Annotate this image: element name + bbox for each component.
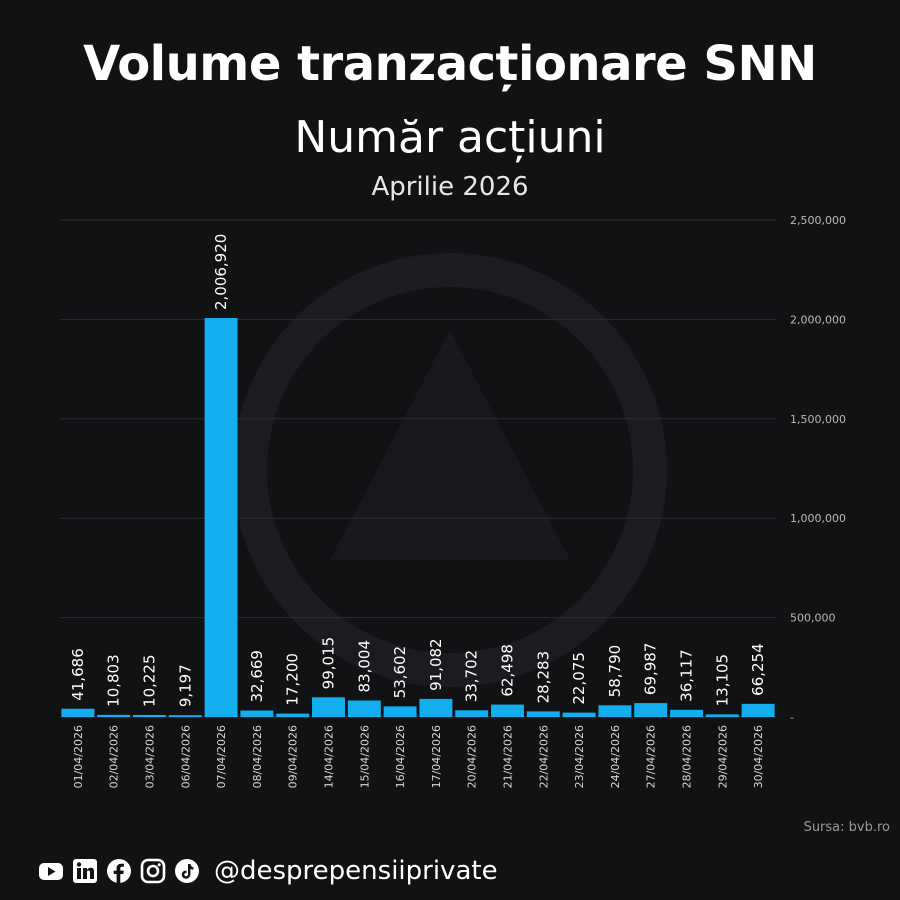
bar-value-label: 53,602 xyxy=(391,646,409,699)
bar-value-label: 99,015 xyxy=(320,637,338,690)
bar-value-label: 9,197 xyxy=(176,664,194,707)
x-tick-label: 23/04/2026 xyxy=(573,725,586,788)
x-tick-label: 29/04/2026 xyxy=(716,725,729,788)
youtube-icon[interactable] xyxy=(38,858,64,884)
bar xyxy=(61,708,95,717)
source-note: Sursa: bvb.ro xyxy=(803,820,890,835)
x-tick-label: 21/04/2026 xyxy=(502,725,515,788)
bar xyxy=(526,711,560,717)
y-tick-label: - xyxy=(790,711,794,724)
x-tick-label: 17/04/2026 xyxy=(430,725,443,788)
bar-value-label: 36,117 xyxy=(678,649,696,702)
bar xyxy=(634,703,668,717)
bar-value-label: 66,254 xyxy=(749,643,767,696)
bar xyxy=(312,697,345,717)
x-tick-label: 27/04/2026 xyxy=(645,725,658,788)
y-tick-label: 500,000 xyxy=(790,612,836,625)
x-tick-label: 15/04/2026 xyxy=(358,725,371,788)
bar xyxy=(491,704,524,717)
bar-value-label: 41,686 xyxy=(69,648,87,701)
bar xyxy=(419,698,453,717)
x-tick-label: 28/04/2026 xyxy=(681,725,694,788)
bar-value-label: 17,200 xyxy=(284,653,302,706)
bar xyxy=(204,318,238,717)
chart-period: Aprilie 2026 xyxy=(371,172,529,202)
x-tick-label: 30/04/2026 xyxy=(752,725,765,788)
bar xyxy=(133,714,166,717)
x-tick-label: 02/04/2026 xyxy=(108,725,121,788)
bar xyxy=(670,709,703,717)
bar-chart: - 500,000 1,000,000 1,500,000 2,000,000 2,500… xyxy=(60,214,846,788)
bar-value-label: 69,987 xyxy=(642,643,660,696)
bar xyxy=(276,713,310,717)
x-tick-label: 08/04/2026 xyxy=(251,725,264,788)
x-tick-label: 07/04/2026 xyxy=(215,725,228,788)
chart-title: Volume tranzacționare SNN xyxy=(83,36,817,92)
bar-value-label: 13,105 xyxy=(713,654,731,707)
bar-value-label: 91,082 xyxy=(427,638,445,691)
bar-value-label: 10,803 xyxy=(105,654,123,707)
social-footer: @desprepensiiprivate xyxy=(38,856,498,886)
x-tick-label: 22/04/2026 xyxy=(537,725,550,788)
bar xyxy=(383,706,417,717)
x-tick-label: 16/04/2026 xyxy=(394,725,407,788)
bar-value-label: 2,006,920 xyxy=(212,234,230,310)
bar-value-label: 28,283 xyxy=(534,651,552,704)
y-tick-label: 1,000,000 xyxy=(790,512,846,525)
bar xyxy=(455,710,489,717)
x-tick-label: 14/04/2026 xyxy=(323,725,336,788)
bar xyxy=(741,703,775,717)
x-tick-label: 20/04/2026 xyxy=(466,725,479,788)
linkedin-icon[interactable] xyxy=(72,858,98,884)
bar-value-label: 62,498 xyxy=(499,644,517,697)
bar xyxy=(168,715,202,717)
bar xyxy=(97,714,131,717)
bar-value-label: 10,225 xyxy=(141,654,159,707)
x-tick-label: 24/04/2026 xyxy=(609,725,622,788)
chart-subtitle: Număr acțiuni xyxy=(294,112,606,163)
tiktok-icon[interactable] xyxy=(174,858,200,884)
bar xyxy=(562,712,596,717)
instagram-icon[interactable] xyxy=(140,858,166,884)
social-handle[interactable]: @desprepensiiprivate xyxy=(214,856,498,886)
y-tick-label: 2,500,000 xyxy=(790,214,846,227)
bar xyxy=(240,710,274,717)
bar-value-label: 83,004 xyxy=(355,640,373,693)
bar xyxy=(705,714,739,717)
bar-value-label: 33,702 xyxy=(463,650,481,703)
x-tick-label: 01/04/2026 xyxy=(72,725,85,788)
x-tick-label: 09/04/2026 xyxy=(287,725,300,788)
bar-value-label: 32,669 xyxy=(248,650,266,703)
bar-value-label: 22,075 xyxy=(570,652,588,705)
bar xyxy=(347,700,381,717)
facebook-icon[interactable] xyxy=(106,858,132,884)
bar-value-label: 58,790 xyxy=(606,645,624,698)
bar xyxy=(598,705,632,717)
x-tick-label: 03/04/2026 xyxy=(144,725,157,788)
y-tick-label: 1,500,000 xyxy=(790,413,846,426)
x-tick-label: 06/04/2026 xyxy=(179,725,192,788)
y-tick-label: 2,000,000 xyxy=(790,313,846,326)
